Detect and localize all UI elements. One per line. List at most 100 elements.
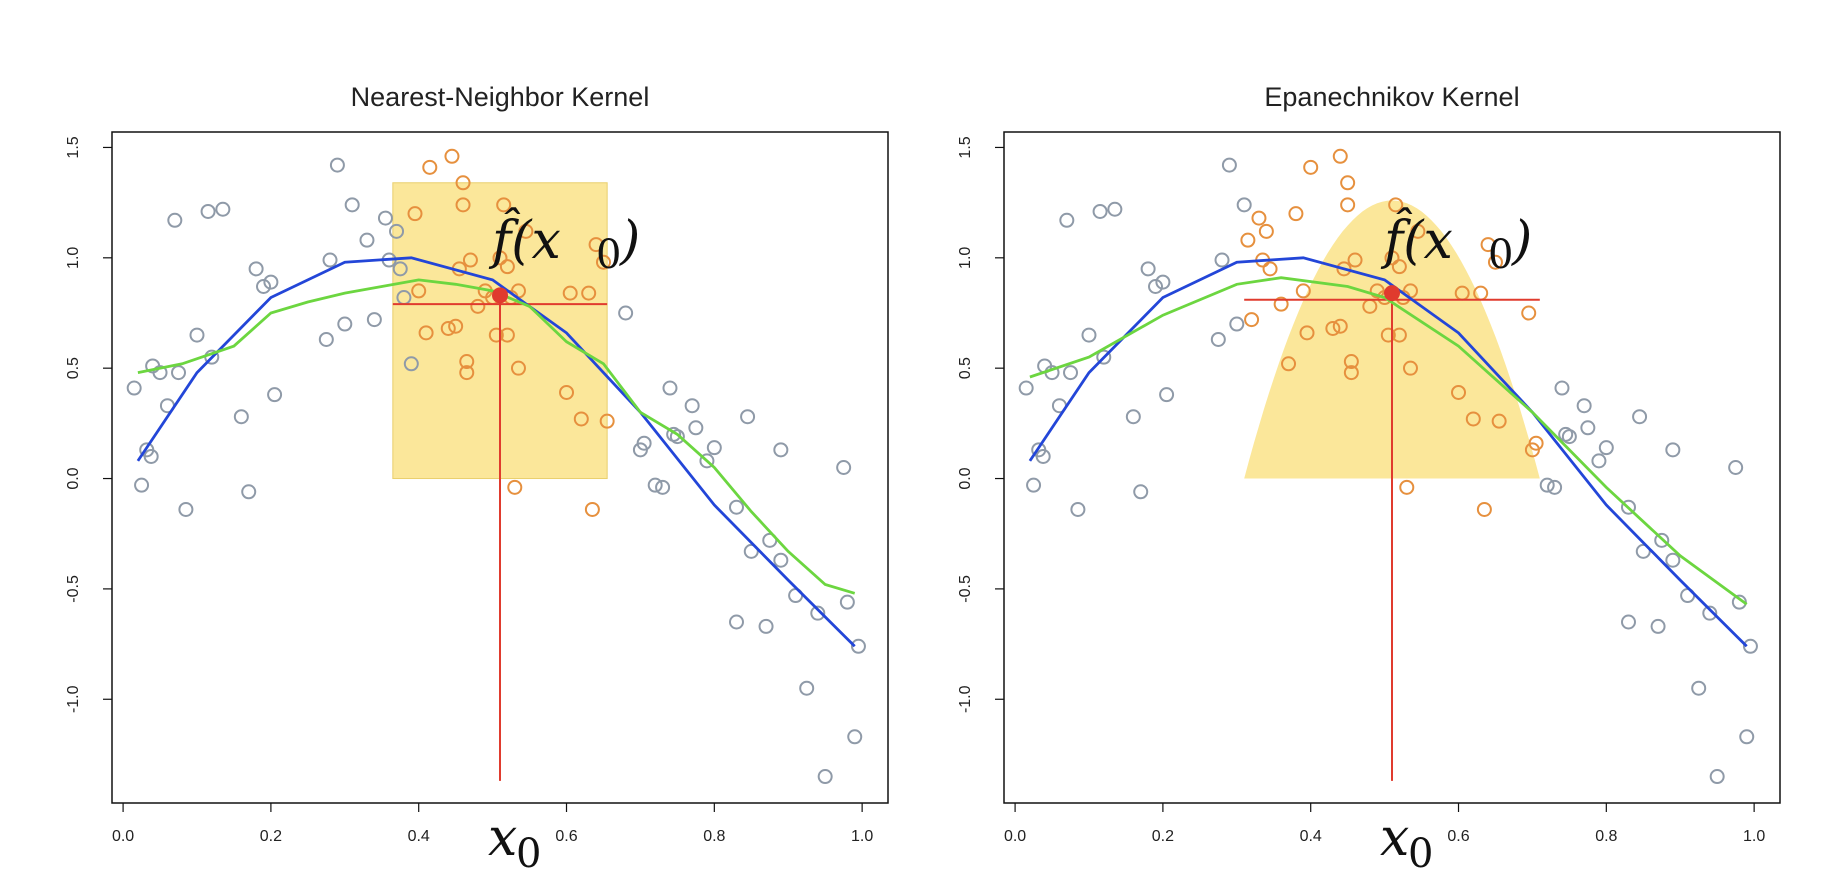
data-point-in-window: [1410, 223, 1426, 239]
fhat-label: f̂(x: [488, 208, 561, 271]
x0-subscript: 0: [1408, 831, 1433, 877]
x-tick-label: 0.2: [1152, 828, 1174, 845]
data-point-in-window: [1273, 296, 1289, 312]
plot-frame: [111, 131, 889, 804]
x-tick-label: 0.6: [555, 828, 577, 845]
data-point-in-window: [573, 411, 589, 427]
data-point-in-window: [518, 223, 534, 239]
data-point: [152, 365, 168, 381]
data-point: [256, 279, 272, 295]
data-point: [389, 223, 405, 239]
data-point: [366, 312, 382, 328]
data-point-in-window: [1399, 479, 1415, 495]
data-point-in-window: [1251, 210, 1267, 226]
data-point-in-window: [1491, 413, 1507, 429]
plot-frame: [1003, 131, 1781, 804]
data-point-in-window: [1343, 354, 1359, 370]
data-point-in-window: [1340, 175, 1356, 191]
data-point-in-window: [510, 360, 526, 376]
data-point: [1159, 387, 1175, 403]
data-point: [263, 274, 279, 290]
data-point: [143, 448, 159, 464]
data-point: [773, 442, 789, 458]
data-point: [126, 380, 142, 396]
data-point-in-window: [1347, 252, 1363, 268]
data-point: [850, 638, 866, 654]
data-point-in-window: [562, 285, 578, 301]
data-point-in-window: [1240, 232, 1256, 248]
data-point: [706, 440, 722, 456]
fitted-point: [1384, 285, 1400, 302]
x-tick-label: 0.0: [1004, 828, 1026, 845]
x-tick-label: 0.2: [260, 828, 282, 845]
data-point-in-window: [1288, 206, 1304, 222]
data-point: [669, 429, 685, 445]
x-tick-label: 0.6: [1447, 828, 1469, 845]
data-point: [799, 680, 815, 696]
data-point: [1063, 365, 1079, 381]
data-point-in-window: [1299, 325, 1315, 341]
data-point-in-window: [1451, 384, 1467, 400]
data-point: [233, 409, 249, 425]
data-point: [1650, 618, 1666, 634]
data-point: [1133, 484, 1149, 500]
fhat-label: f̂(x: [1380, 208, 1453, 271]
data-point: [1632, 409, 1648, 425]
y-tick-label: -0.5: [957, 575, 974, 603]
data-point-in-window: [581, 285, 597, 301]
y-tick-label: 0.0: [65, 467, 82, 489]
true-function-line: [136, 256, 856, 648]
kernel-fit-line: [137, 278, 856, 595]
fhat-subscript: 0: [1488, 232, 1513, 278]
data-point-in-window: [1244, 312, 1260, 328]
x-tick-label: 0.8: [703, 828, 725, 845]
data-point: [1539, 477, 1555, 493]
fitted-point: [492, 287, 508, 304]
x-tick-label: 0.4: [408, 828, 430, 845]
chart-title: Epanechnikov Kernel: [1264, 82, 1519, 112]
x0-label: x: [1380, 808, 1409, 868]
data-point: [1092, 203, 1108, 219]
data-point: [836, 460, 852, 475]
data-point-in-window: [599, 413, 615, 429]
data-point-in-window: [488, 327, 504, 343]
y-tick-label: 1.0: [957, 247, 974, 269]
data-point: [1620, 499, 1636, 515]
y-tick-label: 1.0: [65, 247, 82, 269]
data-point-in-window: [595, 254, 611, 270]
data-point: [318, 331, 334, 347]
y-tick-label: -1.0: [65, 685, 82, 713]
epanechnikov-panel: Epanechnikov Kernel 0.0 0.2 0.4 0.6 0.8 1.0 -1.…: [957, 82, 1781, 877]
data-point: [773, 552, 789, 568]
data-point: [200, 203, 216, 219]
data-point: [1580, 420, 1596, 436]
data-point: [329, 157, 345, 173]
fhat-subscript: 0: [596, 232, 621, 278]
data-point-in-window: [492, 250, 508, 266]
data-point-in-window: [1391, 259, 1407, 275]
data-point: [403, 356, 419, 372]
data-point: [728, 614, 744, 630]
data-point-in-window: [588, 237, 604, 253]
data-point: [618, 305, 634, 321]
data-point-in-window: [418, 325, 434, 341]
data-point-in-window: [496, 197, 512, 213]
data-point-in-window: [1380, 327, 1396, 343]
data-point: [1561, 429, 1577, 445]
data-point: [1654, 532, 1670, 548]
y-tick-label: -1.0: [957, 685, 974, 713]
data-point-in-window: [1332, 318, 1348, 334]
fhat-close-paren: ): [1511, 211, 1532, 271]
data-point-in-window: [499, 259, 515, 275]
data-point: [647, 477, 663, 493]
data-point: [1107, 201, 1123, 217]
data-point-in-window: [470, 298, 486, 314]
data-point-in-window: [1281, 356, 1297, 372]
data-point-in-window: [1402, 360, 1418, 376]
data-point: [1140, 261, 1156, 277]
data-point-in-window: [444, 148, 460, 164]
data-point-in-window: [1258, 223, 1274, 239]
data-point-in-window: [455, 197, 471, 213]
data-point-in-window: [411, 283, 427, 299]
data-point: [392, 261, 408, 277]
